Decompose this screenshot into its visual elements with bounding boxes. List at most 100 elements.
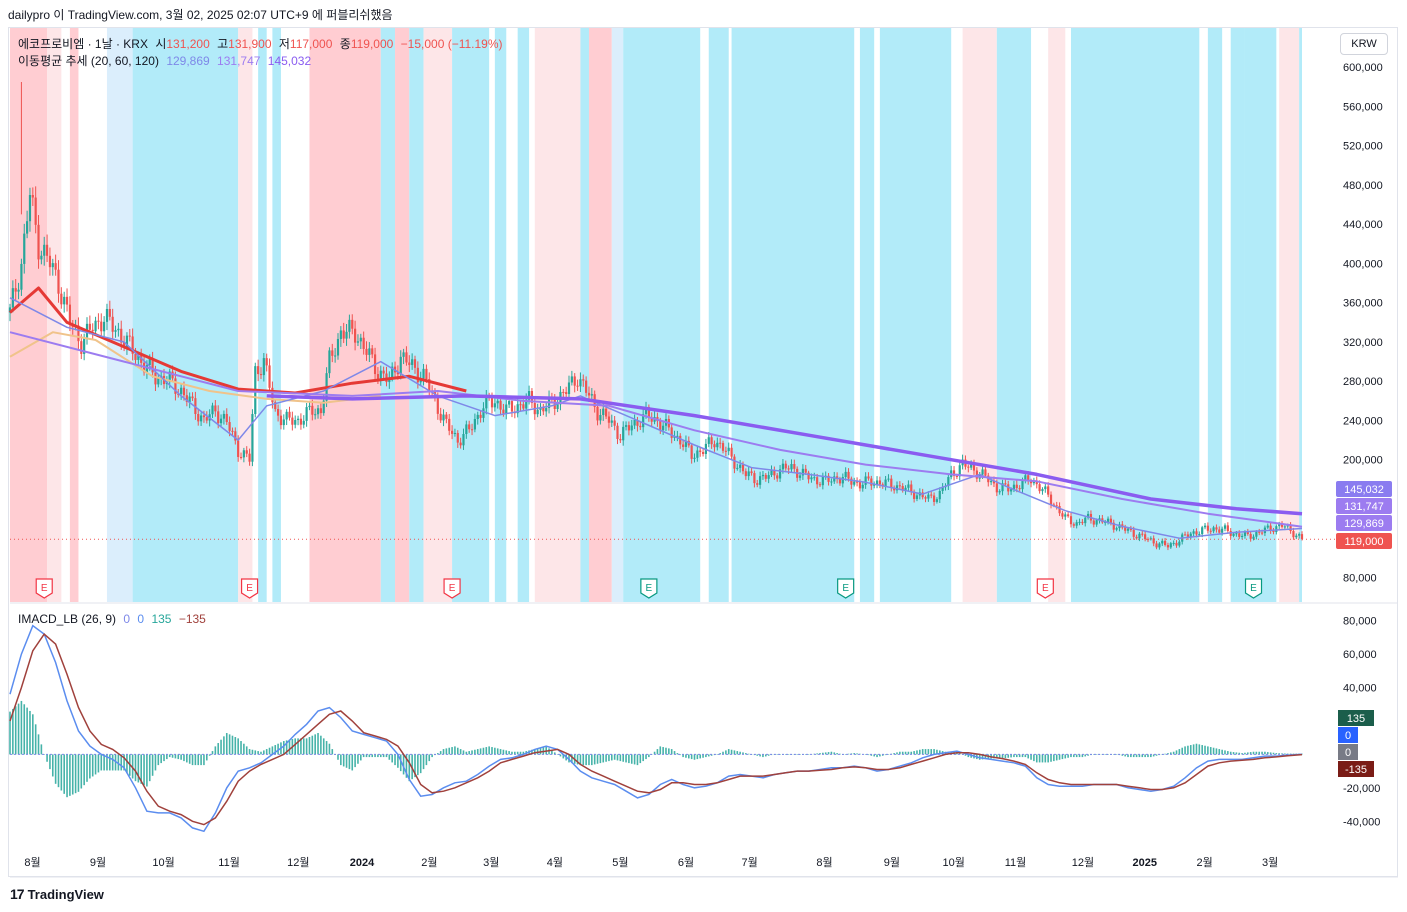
macd-histogram-bar [357, 754, 359, 764]
candle-body [776, 475, 779, 479]
macd-histogram-bar [910, 751, 913, 755]
macd-histogram-bar [759, 754, 761, 757]
candle-body [211, 405, 214, 415]
candle-body [1015, 484, 1018, 489]
macd-histogram-bar [283, 741, 285, 755]
macd-histogram-bar [354, 754, 356, 768]
candle-body [282, 419, 285, 426]
ma60-price-label: 131,747 [1344, 501, 1384, 513]
macd-hist-label: 135 [1347, 713, 1365, 725]
regime-band [69, 28, 79, 602]
candle-body [585, 380, 588, 393]
macd-histogram-bar [1070, 754, 1072, 758]
candle-body [1221, 528, 1224, 533]
candle-body [924, 497, 927, 499]
candle-body [1058, 506, 1061, 514]
candle-body [830, 481, 833, 483]
regime-band [452, 28, 490, 602]
macd-histogram-bar [340, 754, 342, 766]
macd-histogram-bar [599, 754, 602, 764]
macd-histogram-bar [1035, 754, 1038, 763]
macd-histogram-bar [556, 754, 559, 755]
candle-body [1226, 525, 1229, 531]
macd-histogram-bar [981, 754, 984, 760]
candle-body [1243, 531, 1247, 536]
candle-body [339, 330, 342, 339]
candle-body [676, 435, 679, 437]
macd-histogram-bar [1004, 754, 1007, 759]
candle-body [1235, 533, 1238, 535]
macd-histogram-bar [328, 743, 331, 755]
candle-body [590, 394, 593, 396]
candle-body [345, 331, 348, 339]
change-value: −15,000 (−11.19%) [400, 37, 503, 51]
candle-body [1266, 525, 1269, 528]
candle-body [516, 404, 519, 414]
candle-body [1012, 484, 1016, 490]
candle-body [456, 432, 459, 443]
last-price-label-bg [1336, 533, 1392, 549]
price-tick-label: 200,000 [1343, 455, 1383, 467]
macd-histogram-bar [913, 751, 915, 755]
macd-histogram-bar [662, 747, 664, 755]
candle-body [125, 335, 129, 348]
macd-histogram-bar [1201, 745, 1203, 755]
price-tick-label: 280,000 [1343, 376, 1383, 388]
macd-histogram-bar [399, 754, 402, 772]
candle-body [995, 483, 998, 493]
candle-body [356, 341, 360, 343]
macd-histogram-bar [588, 754, 590, 766]
macd-histogram-bar [847, 753, 850, 755]
macd-histogram-bar [819, 753, 821, 755]
macd-histogram-bar [123, 754, 125, 771]
candle-body [607, 416, 611, 423]
regime-band [1279, 28, 1300, 602]
macd-histogram-bar [639, 754, 642, 764]
macd-histogram-bar [733, 750, 736, 755]
macd-histogram-bar [314, 734, 316, 755]
macd-histogram-bar [228, 734, 231, 755]
candle-body [565, 392, 568, 395]
macd-histogram-bar [1249, 752, 1252, 755]
candle-body [205, 417, 208, 421]
macd-histogram-bar [628, 754, 630, 764]
candle-body [68, 304, 71, 325]
candle-body [1241, 535, 1244, 537]
macd-histogram-bar [648, 754, 650, 758]
macd-histogram-bar [881, 754, 884, 756]
candle-body [570, 376, 573, 383]
candle-body [128, 335, 131, 337]
candle-body [545, 408, 548, 412]
macd-zero-label-a: 0 [1345, 730, 1351, 742]
macd-histogram-bar [311, 735, 314, 755]
macd-histogram-bar [765, 754, 767, 757]
macd-histogram-bar [745, 753, 747, 755]
candle-body [630, 425, 633, 431]
candle-body [428, 379, 431, 392]
macd-histogram-bar [799, 754, 801, 755]
macd-histogram-bar [1264, 751, 1266, 755]
regime-band [258, 28, 267, 602]
footer-brand[interactable]: 17 TradingView [10, 886, 104, 902]
candle-body [716, 442, 719, 448]
macd-histogram-bar [1170, 752, 1172, 755]
candle-body [875, 480, 879, 485]
macd-histogram-bar [653, 751, 656, 755]
currency-button[interactable]: KRW [1340, 33, 1388, 55]
macd-histogram-bar [1278, 753, 1280, 755]
earnings-marker-label: E [449, 583, 456, 594]
macd-histogram-bar [402, 754, 405, 775]
price-tick-label: 360,000 [1343, 298, 1383, 310]
candle-body [54, 263, 57, 270]
candle-body [647, 407, 650, 418]
candle-body [1283, 526, 1286, 528]
candle-body [94, 320, 97, 332]
price-tick-label: 400,000 [1343, 258, 1383, 270]
macd-histogram-bar [240, 741, 242, 755]
candle-body [322, 400, 325, 414]
macd-histogram-bar [571, 754, 573, 764]
macd-histogram-bar [967, 754, 970, 758]
candle-body [619, 438, 622, 441]
macd-histogram-bar [730, 749, 733, 755]
